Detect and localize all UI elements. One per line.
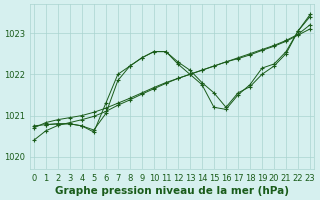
X-axis label: Graphe pression niveau de la mer (hPa): Graphe pression niveau de la mer (hPa) xyxy=(55,186,289,196)
